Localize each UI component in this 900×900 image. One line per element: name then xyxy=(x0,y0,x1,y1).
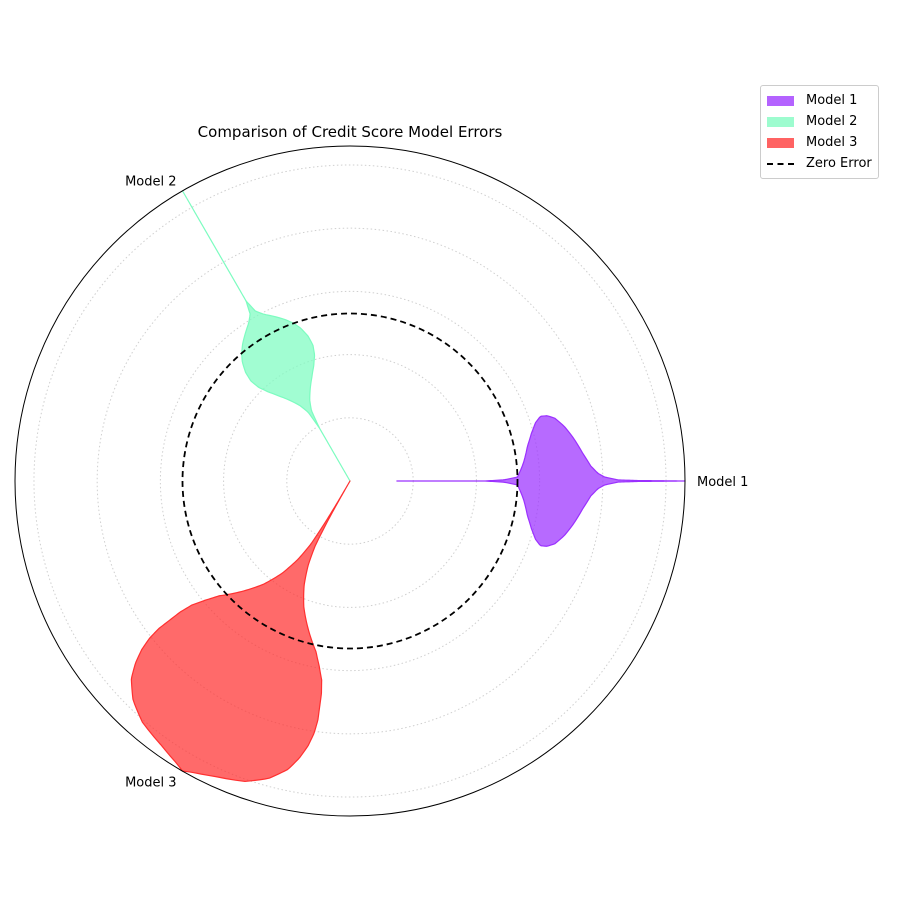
legend-swatch-model-1 xyxy=(767,95,794,106)
legend-label: Zero Error xyxy=(806,156,872,171)
legend-label: Model 1 xyxy=(806,93,858,108)
legend-item-model-1: Model 1 xyxy=(761,90,878,111)
legend-label: Model 3 xyxy=(806,135,858,150)
polar-frame xyxy=(14,145,686,817)
category-labels: Model 1 Model 2 Model 3 xyxy=(125,175,748,791)
legend-dashed-line xyxy=(767,162,794,165)
category-label-model-3: Model 3 xyxy=(125,776,176,791)
violin-model-3 xyxy=(130,480,351,783)
category-label-model-1: Model 1 xyxy=(697,475,748,490)
legend-label: Model 2 xyxy=(806,114,858,129)
legend: Model 1 Model 2 Model 3 Zero Error xyxy=(760,85,879,179)
reference-layer xyxy=(181,312,519,650)
legend-item-model-3: Model 3 xyxy=(761,132,878,153)
legend-swatch-model-3 xyxy=(767,137,794,148)
legend-item-model-2: Model 2 xyxy=(761,111,878,132)
legend-swatch-model-2 xyxy=(767,116,794,127)
category-label-model-2: Model 2 xyxy=(125,175,176,190)
legend-item-zero-error: Zero Error xyxy=(761,153,878,174)
chart-title: Comparison of Credit Score Model Errors xyxy=(198,123,503,141)
violin-model-1 xyxy=(396,415,686,547)
zero-error-circle xyxy=(181,312,519,650)
violin-layer xyxy=(130,190,686,783)
